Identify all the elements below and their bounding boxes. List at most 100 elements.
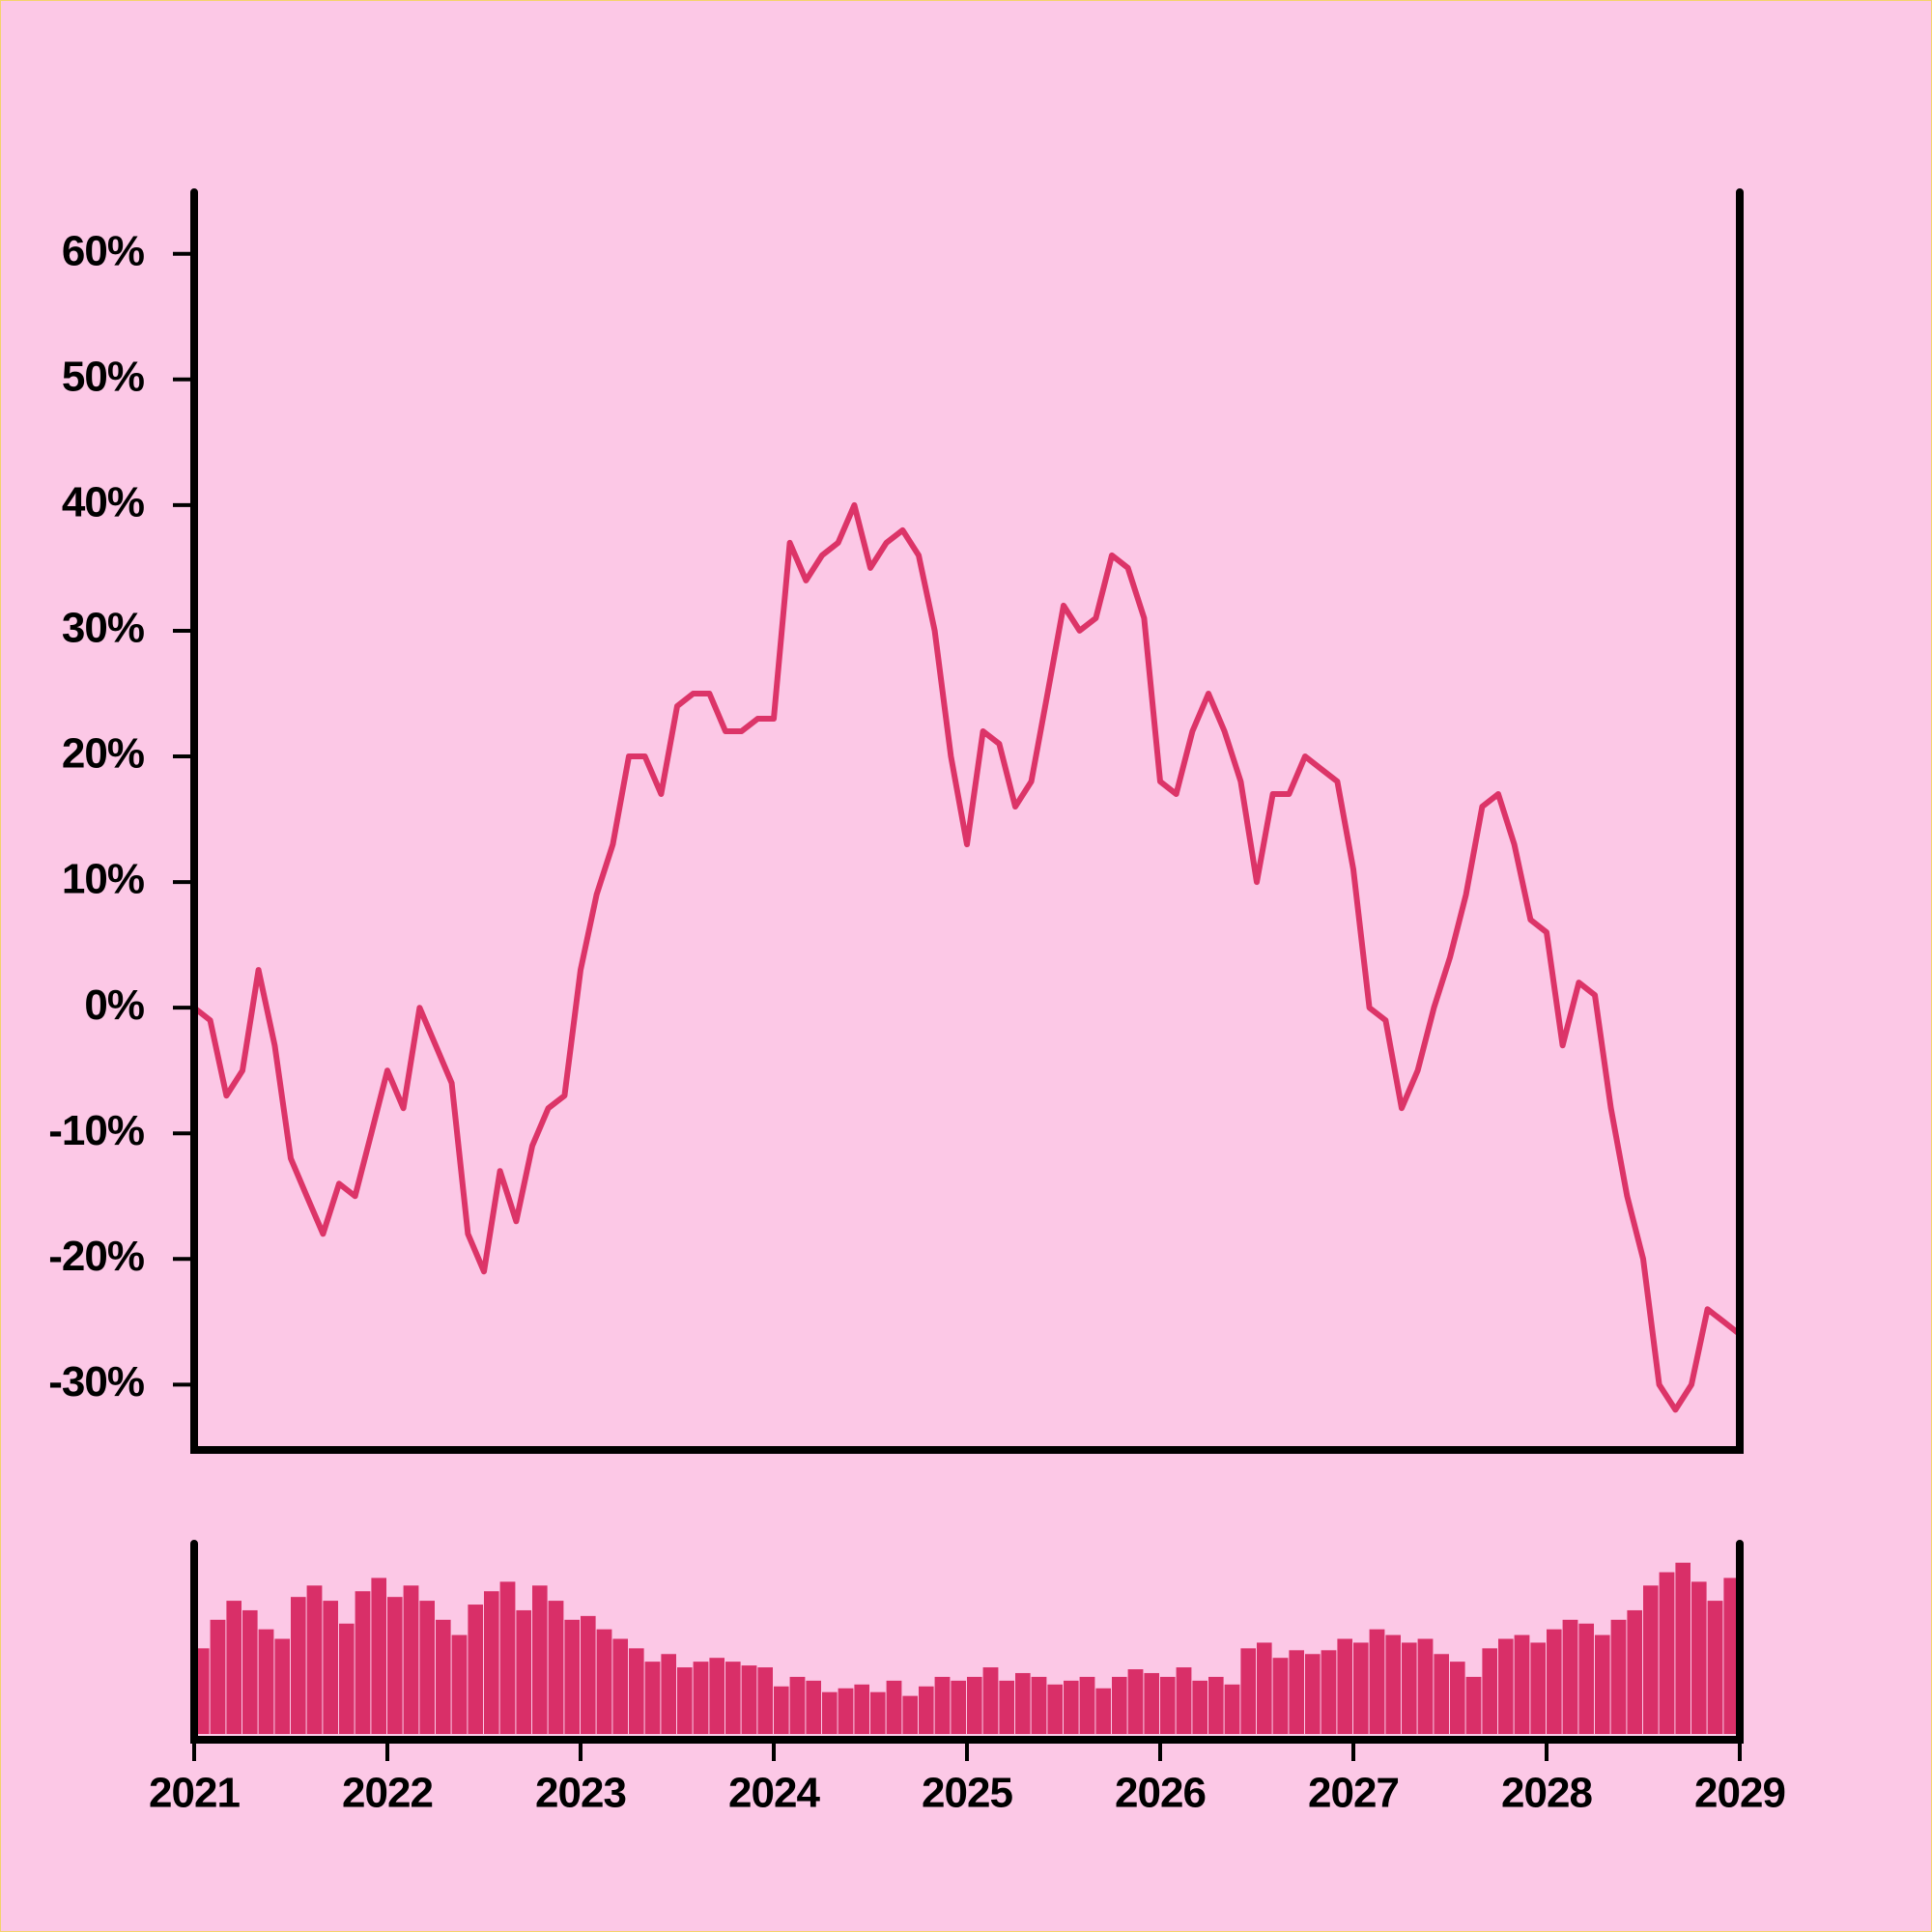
axis-frame bbox=[190, 188, 1744, 1454]
volume-bar bbox=[1272, 1658, 1289, 1734]
volume-bar bbox=[1192, 1680, 1208, 1734]
volume-bar bbox=[870, 1691, 886, 1734]
volume-bar bbox=[693, 1662, 709, 1734]
volume-bar bbox=[1208, 1676, 1224, 1734]
y-tick-label: 60% bbox=[62, 227, 144, 274]
volume-bar bbox=[1353, 1642, 1369, 1734]
volume-bar bbox=[1240, 1648, 1256, 1734]
x-tick-label: 2025 bbox=[922, 1770, 1012, 1817]
volume-bar bbox=[339, 1623, 355, 1734]
volume-bar bbox=[951, 1680, 966, 1734]
volume-bar bbox=[1064, 1680, 1079, 1734]
volume-bar bbox=[532, 1585, 548, 1734]
volume-bar bbox=[725, 1662, 741, 1734]
volume-bar bbox=[838, 1688, 854, 1734]
volume-bar bbox=[581, 1615, 596, 1734]
volume-bar bbox=[371, 1577, 386, 1734]
volume-bar bbox=[403, 1585, 419, 1734]
volume-bar bbox=[709, 1658, 724, 1734]
volume-bar bbox=[355, 1591, 371, 1734]
volume-bar bbox=[1144, 1672, 1159, 1734]
volume-bar bbox=[967, 1676, 982, 1734]
volume-bar bbox=[419, 1601, 435, 1734]
volume-bar bbox=[451, 1634, 468, 1734]
volume-bar bbox=[258, 1629, 274, 1734]
x-tick-label: 2023 bbox=[535, 1770, 626, 1817]
volume-bar bbox=[1578, 1623, 1594, 1734]
volume-bar bbox=[1562, 1619, 1578, 1734]
volume-bar bbox=[1498, 1638, 1514, 1734]
volume-bar bbox=[629, 1648, 644, 1734]
x-tick-label: 2028 bbox=[1501, 1770, 1592, 1817]
volume-bar bbox=[1675, 1562, 1690, 1734]
volume-bar bbox=[822, 1691, 838, 1734]
volume-bar bbox=[1047, 1684, 1063, 1734]
y-tick-label: 20% bbox=[62, 730, 144, 778]
x-tick-label: 2021 bbox=[149, 1770, 240, 1817]
volume-bar bbox=[1723, 1577, 1739, 1734]
y-tick-label: 30% bbox=[62, 605, 144, 652]
volume-bar bbox=[886, 1680, 902, 1734]
volume-bar bbox=[1079, 1676, 1095, 1734]
volume-bar bbox=[1595, 1634, 1610, 1734]
volume-bar bbox=[1530, 1642, 1546, 1734]
y-tick-label: -30% bbox=[48, 1358, 144, 1406]
volume-bar bbox=[1031, 1676, 1047, 1734]
volume-bar bbox=[741, 1665, 757, 1734]
volume-bar bbox=[436, 1619, 451, 1734]
volume-bar bbox=[644, 1662, 661, 1734]
volume-bar bbox=[548, 1601, 564, 1734]
volume-bar bbox=[1321, 1650, 1337, 1734]
volume-bar bbox=[1691, 1581, 1707, 1734]
volume-bar bbox=[274, 1638, 290, 1734]
volume-bar bbox=[854, 1684, 869, 1734]
volume-bar bbox=[1465, 1676, 1482, 1734]
volume-bar bbox=[1402, 1642, 1417, 1734]
volume-bar bbox=[982, 1667, 999, 1734]
volume-bar bbox=[1305, 1654, 1321, 1734]
volume-bar bbox=[226, 1601, 242, 1734]
volume-bar bbox=[1643, 1585, 1659, 1734]
volume-bar bbox=[1127, 1669, 1144, 1734]
volume-bar bbox=[1547, 1629, 1562, 1734]
y-tick-label: -20% bbox=[48, 1233, 144, 1280]
volume-bar bbox=[468, 1605, 483, 1734]
volume-bar bbox=[774, 1686, 789, 1734]
volume-bar bbox=[323, 1601, 338, 1734]
volume-bar bbox=[1385, 1634, 1401, 1734]
volume-bar bbox=[1257, 1642, 1272, 1734]
volume-bar bbox=[291, 1597, 306, 1734]
volume-bar bbox=[677, 1667, 693, 1734]
volume-bar bbox=[596, 1629, 612, 1734]
volume-bar bbox=[1627, 1609, 1642, 1734]
y-tick-label: -10% bbox=[48, 1107, 144, 1154]
volume-bar bbox=[1514, 1634, 1530, 1734]
volume-bar bbox=[1224, 1684, 1240, 1734]
volume-bar bbox=[484, 1591, 499, 1734]
volume-bar bbox=[1289, 1650, 1304, 1734]
volume-bar bbox=[1417, 1638, 1434, 1734]
volume-bar bbox=[306, 1585, 323, 1734]
volume-bar bbox=[789, 1676, 806, 1734]
volume-bar bbox=[934, 1676, 951, 1734]
volume-bar bbox=[1610, 1619, 1627, 1734]
y-tick-label: 40% bbox=[62, 478, 144, 526]
volume-bar bbox=[999, 1680, 1014, 1734]
volume-bar bbox=[387, 1597, 403, 1734]
x-tick-label: 2026 bbox=[1115, 1770, 1206, 1817]
volume-bar bbox=[1707, 1601, 1723, 1734]
volume-bar bbox=[499, 1581, 516, 1734]
volume-bar bbox=[919, 1686, 934, 1734]
axis-frame bbox=[190, 1540, 1744, 1744]
x-tick-label: 2024 bbox=[728, 1770, 820, 1817]
volume-bar bbox=[1095, 1688, 1111, 1734]
x-tick-label: 2029 bbox=[1694, 1770, 1785, 1817]
volume-bar bbox=[902, 1695, 918, 1734]
volume-bar bbox=[1337, 1638, 1352, 1734]
x-tick-label: 2027 bbox=[1308, 1770, 1399, 1817]
volume-bar bbox=[1160, 1676, 1176, 1734]
volume-bar bbox=[210, 1619, 226, 1734]
volume-bar bbox=[1482, 1648, 1497, 1734]
volume-bar bbox=[1450, 1662, 1465, 1734]
